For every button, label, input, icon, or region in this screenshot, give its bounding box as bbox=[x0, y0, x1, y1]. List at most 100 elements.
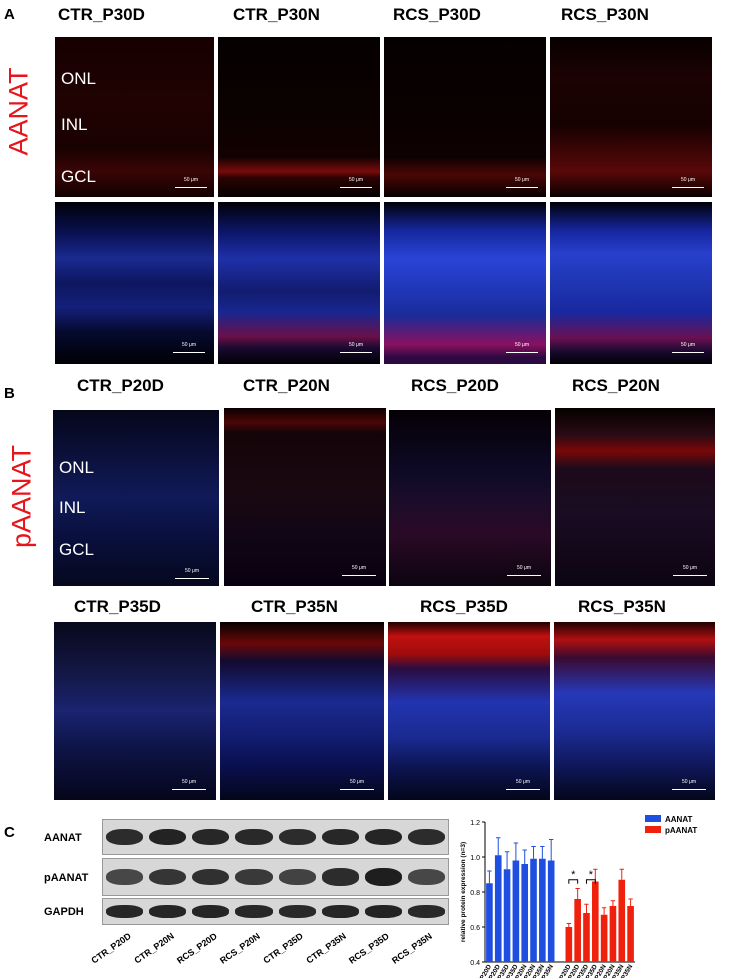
bar bbox=[591, 881, 599, 962]
bar bbox=[530, 858, 537, 962]
scale-bar: 50 μm bbox=[175, 177, 207, 188]
layer-label-gcl: GCL bbox=[59, 540, 94, 559]
col-title-b-2: CTR_P20N bbox=[243, 376, 330, 395]
blot-band bbox=[149, 828, 187, 846]
legend-label: AANAT bbox=[665, 815, 693, 824]
bar bbox=[539, 858, 546, 962]
bar bbox=[512, 860, 520, 962]
layer-label-gcl: GCL bbox=[61, 167, 96, 186]
blot-row-label-aanat: AANAT bbox=[44, 832, 82, 844]
bar bbox=[503, 869, 511, 962]
col-title-b-1: CTR_P20D bbox=[77, 376, 164, 395]
scale-bar: 50 μm bbox=[672, 177, 704, 188]
blot-band bbox=[149, 905, 187, 918]
col-title-b-4: RCS_P20N bbox=[572, 376, 660, 395]
col-title-a-2: CTR_P30N bbox=[233, 5, 320, 24]
blot-band bbox=[235, 905, 273, 918]
blot-gapdh bbox=[102, 898, 449, 925]
blot-band bbox=[192, 905, 230, 918]
panel-label-b: B bbox=[4, 385, 15, 402]
significance-star: * bbox=[589, 869, 594, 881]
micrograph-b-ctr-p35n: 50 μm bbox=[220, 622, 384, 800]
y-axis-label: relative protein expression (n=3) bbox=[460, 842, 467, 942]
scale-bar: 50 μm bbox=[342, 565, 376, 576]
scale-bar: 50 μm bbox=[340, 342, 372, 353]
blot-band bbox=[407, 828, 445, 846]
bar bbox=[494, 855, 502, 962]
blot-band bbox=[192, 828, 230, 846]
y-tick-label: 1.2 bbox=[470, 820, 480, 827]
col-title-b-5: CTR_P35D bbox=[74, 597, 161, 616]
bar-chart: 0.4 0.6 0.8 1.0 1.2 relative protein expressi… bbox=[460, 815, 697, 978]
y-tick-label: 0.6 bbox=[470, 925, 480, 932]
blot-band bbox=[278, 869, 316, 885]
scale-bar: 50 μm bbox=[172, 779, 206, 790]
blot-band bbox=[364, 868, 402, 886]
blot-paanat bbox=[102, 858, 449, 896]
micrograph-b-rcs-p35d: 50 μm bbox=[388, 622, 550, 800]
bar bbox=[609, 906, 617, 962]
bar bbox=[486, 883, 493, 962]
micrograph-a-rcs-p30n-merged: 50 μm bbox=[550, 202, 712, 364]
micrograph-a-rcs-p30d-aanat: 50 μm bbox=[384, 37, 546, 197]
y-tick-label: 1.0 bbox=[470, 855, 480, 862]
col-title-b-8: RCS_P35N bbox=[578, 597, 666, 616]
legend-label: pAANAT bbox=[665, 826, 697, 835]
bar bbox=[583, 913, 590, 962]
micrograph-a-rcs-p30n-aanat: 50 μm bbox=[550, 37, 712, 197]
y-tick-label: 0.8 bbox=[470, 890, 480, 897]
col-title-b-7: RCS_P35D bbox=[420, 597, 508, 616]
blot-band bbox=[364, 828, 402, 846]
micrograph-a-ctr-p30n-merged: 50 μm bbox=[218, 202, 380, 364]
scale-bar: 50 μm bbox=[340, 779, 374, 790]
bar bbox=[547, 860, 555, 962]
blot-band bbox=[321, 905, 359, 918]
micrograph-b-rcs-p20d: 50 μm bbox=[389, 410, 551, 586]
scale-bar: 50 μm bbox=[173, 342, 205, 353]
blot-band bbox=[278, 905, 316, 918]
stain-label-paanat: pAANAT bbox=[6, 444, 37, 549]
layer-label-onl: ONL bbox=[61, 69, 96, 88]
bar bbox=[627, 906, 634, 962]
blot-band bbox=[407, 869, 445, 885]
scale-bar: 50 μm bbox=[506, 779, 540, 790]
micrograph-a-ctr-p30n-aanat: 50 μm bbox=[218, 37, 380, 197]
scale-bar: 50 μm bbox=[340, 177, 372, 188]
y-tick-label: 0.4 bbox=[470, 960, 480, 967]
blot-band bbox=[106, 828, 144, 846]
scale-bar: 50 μm bbox=[175, 568, 209, 579]
scale-bar: 50 μm bbox=[673, 565, 707, 576]
significance-bracket bbox=[585, 879, 596, 884]
blot-band bbox=[364, 905, 402, 918]
blot-band bbox=[149, 868, 187, 886]
blot-band bbox=[321, 828, 359, 846]
legend-swatch bbox=[645, 826, 661, 833]
blot-band bbox=[192, 868, 230, 886]
micrograph-b-ctr-p35d: 50 μm bbox=[54, 622, 216, 800]
panel-label-c: C bbox=[4, 824, 15, 841]
bar bbox=[600, 914, 608, 962]
micrograph-b-rcs-p35n: 50 μm bbox=[554, 622, 715, 800]
col-title-a-4: RCS_P30N bbox=[561, 5, 649, 24]
blot-band bbox=[321, 868, 359, 886]
micrograph-a-ctr-p30d-aanat: ONL INL GCL 50 μm bbox=[55, 37, 214, 197]
legend-swatch bbox=[645, 815, 661, 822]
scale-bar: 50 μm bbox=[506, 342, 538, 353]
blot-band bbox=[106, 869, 144, 885]
blot-band bbox=[106, 905, 144, 918]
scale-bar: 50 μm bbox=[506, 177, 538, 188]
panel-label-a: A bbox=[4, 6, 15, 23]
col-title-b-6: CTR_P35N bbox=[251, 597, 338, 616]
blot-band bbox=[407, 905, 445, 918]
bar bbox=[618, 879, 626, 962]
scale-bar: 50 μm bbox=[672, 779, 706, 790]
col-title-a-1: CTR_P30D bbox=[58, 5, 145, 24]
significance-star: * bbox=[571, 869, 576, 881]
scale-bar: 50 μm bbox=[672, 342, 704, 353]
blot-band bbox=[235, 868, 273, 886]
stain-label-aanat: AANAT bbox=[3, 67, 34, 156]
micrograph-b-ctr-p20n: 50 μm bbox=[224, 408, 386, 586]
micrograph-b-ctr-p20d: ONL INL GCL 50 μm bbox=[53, 410, 219, 586]
significance-bracket bbox=[568, 879, 579, 884]
layer-label-inl: INL bbox=[59, 498, 86, 517]
